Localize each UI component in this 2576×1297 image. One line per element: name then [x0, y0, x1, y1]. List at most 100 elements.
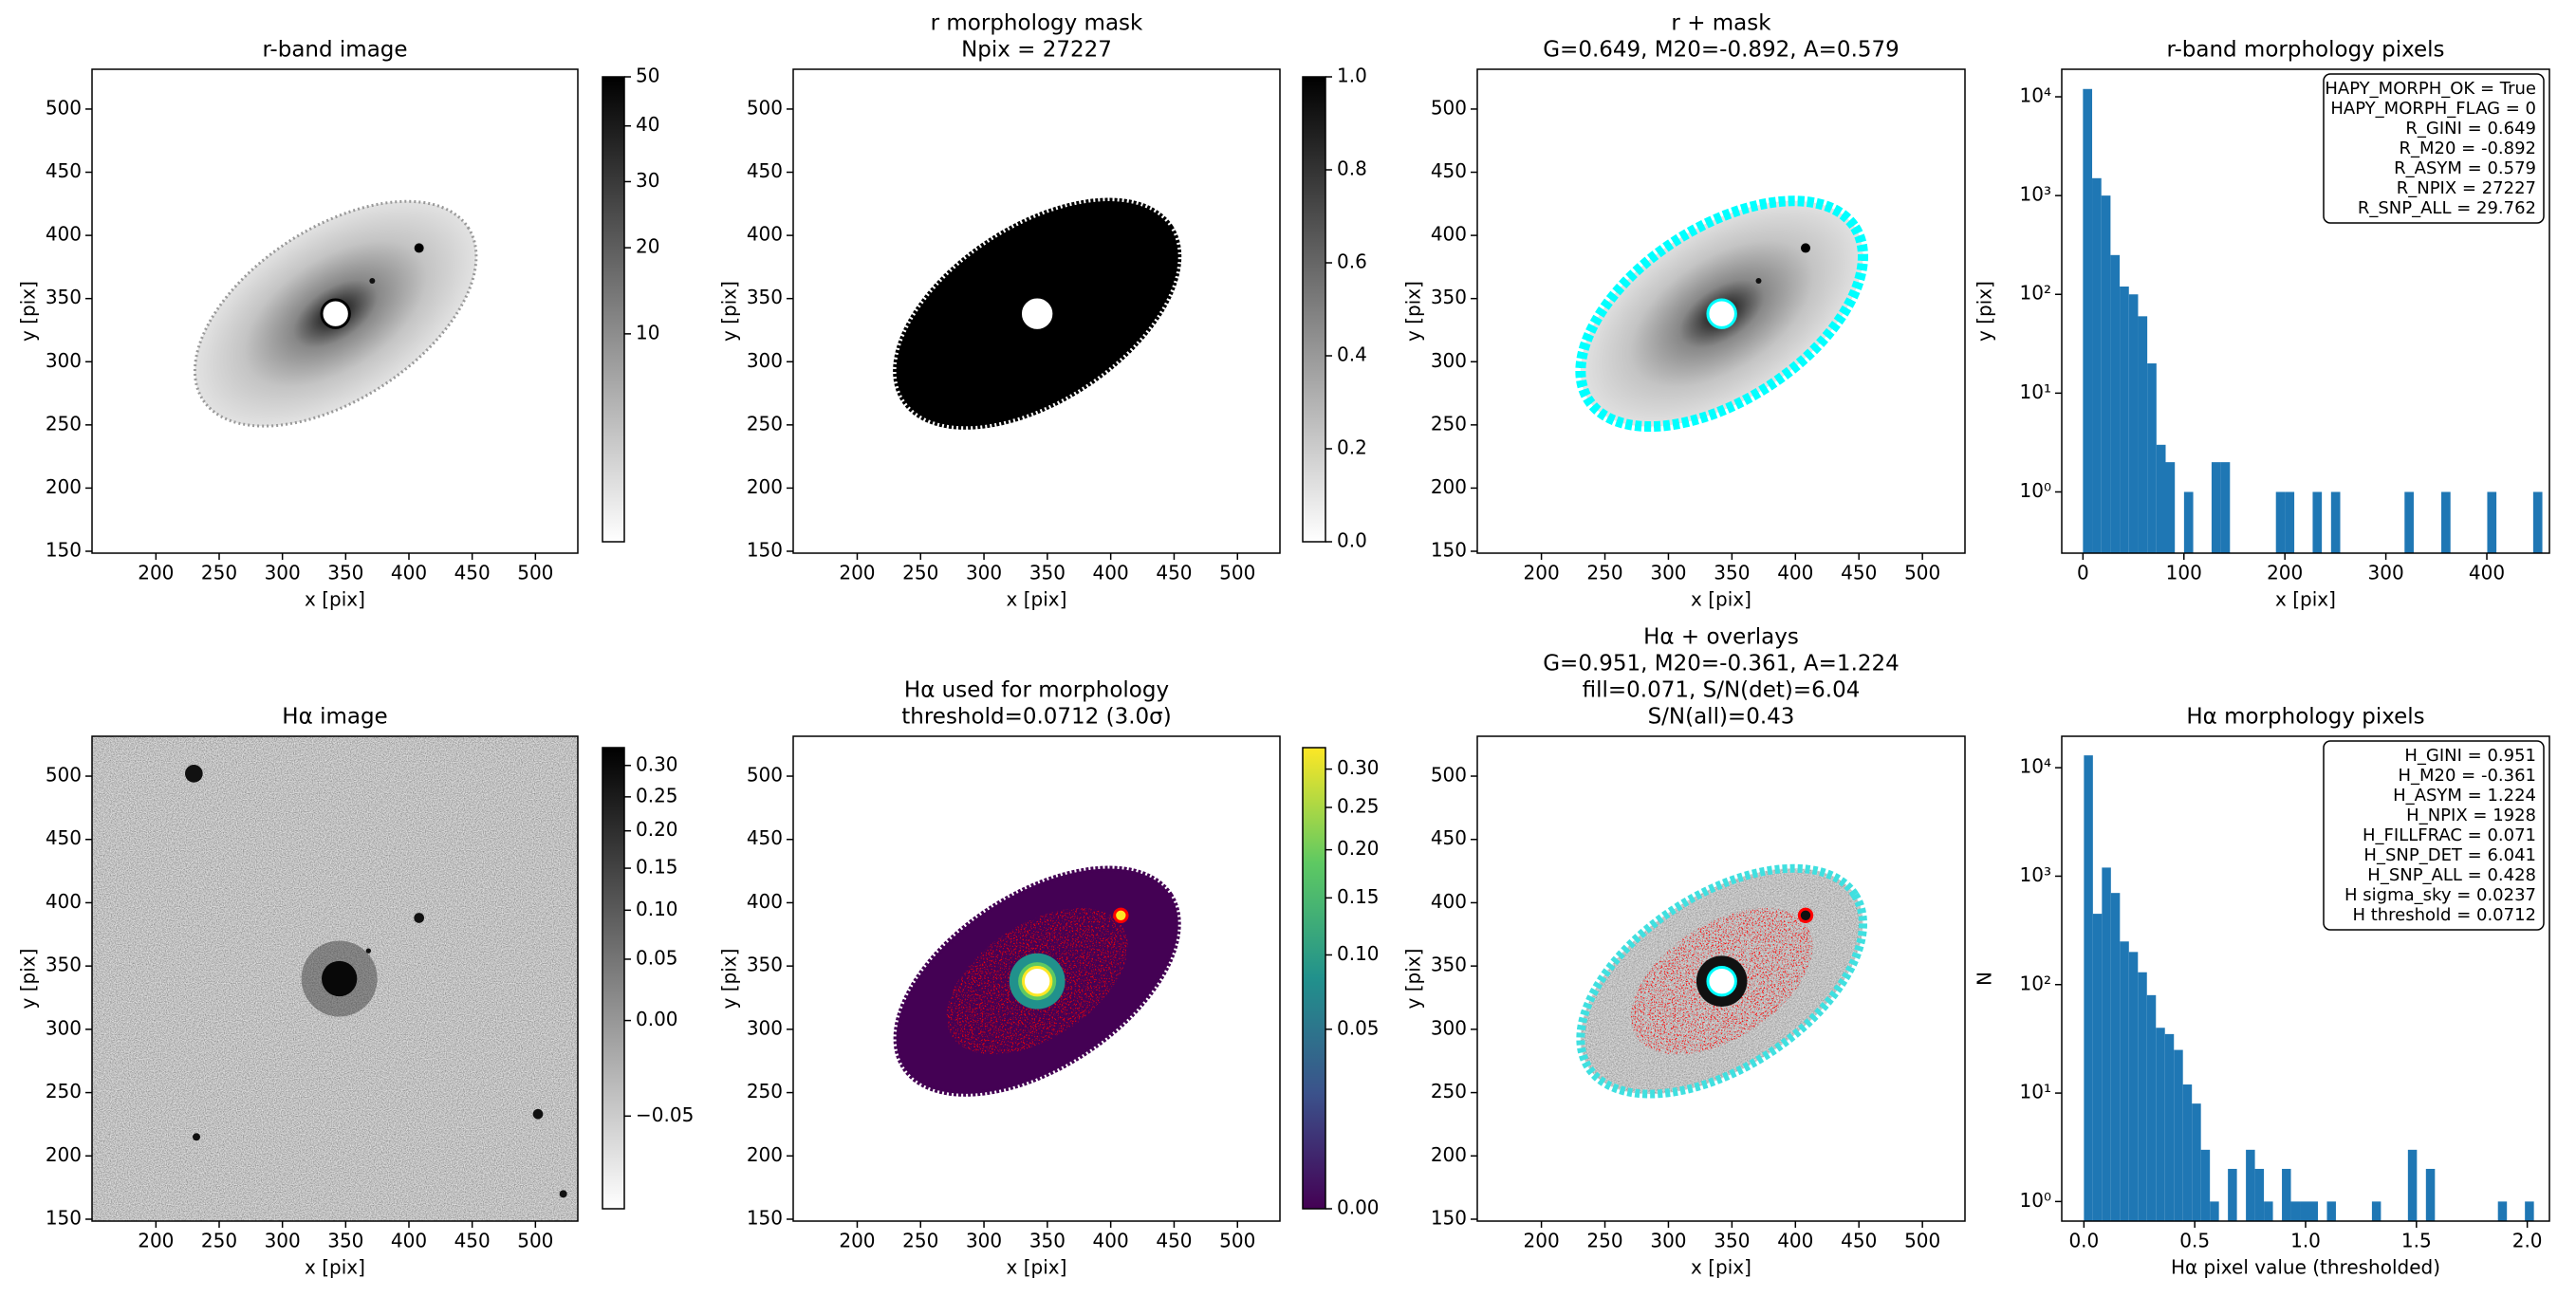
y-tick-label: 450	[46, 159, 82, 182]
y-tick-label: 300	[46, 1016, 82, 1039]
y-tick-label: 200	[747, 1143, 783, 1166]
x-tick-label: 1.5	[2401, 1230, 2432, 1252]
x-tick-label: 400	[1093, 562, 1129, 584]
panel-title: r-band morphology pixels	[2166, 38, 2444, 63]
hist-bar	[2156, 444, 2166, 553]
x-tick-label: 200	[2267, 562, 2303, 584]
x-tick-label: 300	[265, 562, 301, 584]
x-tick-label: 350	[1714, 1230, 1750, 1252]
hist-bar	[2246, 1149, 2255, 1221]
y-axis-label: y [pix]	[1974, 281, 1996, 342]
star	[1801, 243, 1811, 253]
star	[532, 1108, 544, 1120]
star	[365, 948, 372, 954]
annotation-line: H_SNP_DET = 6.041	[2363, 845, 2536, 865]
x-tick-label: 200	[839, 562, 875, 584]
y-tick-label: 150	[1431, 1206, 1467, 1229]
colorbar-tick-label: 0.15	[636, 856, 678, 879]
y-tick-label: 400	[747, 223, 783, 246]
masked-core	[1706, 965, 1737, 997]
x-tick-label: 300	[1650, 1230, 1686, 1252]
x-tick-label: 450	[1156, 1230, 1192, 1252]
y-axis-label: y [pix]	[17, 281, 40, 342]
colorbar-tick-label: −0.05	[636, 1103, 694, 1126]
hist-bar	[2254, 1168, 2265, 1221]
hist-bar	[2120, 287, 2129, 553]
hist-bar	[2101, 195, 2111, 553]
y-tick-label: 10⁰	[2020, 479, 2051, 502]
x-tick-label: 350	[1029, 562, 1066, 584]
hist-bar	[2312, 491, 2323, 553]
hist-bar	[2084, 755, 2093, 1221]
panel-title: r + mask	[1671, 11, 1771, 36]
hist-bar	[2282, 1168, 2291, 1221]
x-axis-label: x [pix]	[1691, 588, 1751, 611]
colorbar-tick-label: 0.00	[636, 1008, 678, 1030]
y-axis-label: N	[1974, 972, 1996, 986]
x-tick-label: 200	[138, 562, 174, 584]
y-tick-label: 400	[46, 890, 82, 913]
axes-frame	[1476, 735, 1966, 1222]
y-tick-label: 250	[46, 1080, 82, 1102]
hist-bar	[2200, 1149, 2211, 1221]
y-tick-label: 450	[1431, 826, 1467, 849]
plot-area	[2083, 88, 2543, 553]
hist-bar	[2290, 1201, 2301, 1221]
x-tick-label: 500	[1904, 562, 1940, 584]
hist-bar	[2092, 177, 2102, 553]
y-tick-label: 150	[46, 539, 82, 562]
masked-core	[320, 298, 351, 329]
hist-bar	[2211, 462, 2221, 553]
panel: 0 100 200 300 400 10⁰ 10¹ 10² 10³ 10⁴ x [pix] y [pi…	[1974, 38, 2550, 611]
colorbar-tick-label: 0.20	[1337, 837, 1380, 860]
panel-title: Hα used for morphology	[904, 678, 1169, 703]
annotation-line: R_ASYM = 0.579	[2394, 158, 2536, 178]
annotation-line: R_M20 = -0.892	[2400, 139, 2537, 158]
y-axis-label: y [pix]	[17, 949, 40, 1010]
y-tick-label: 500	[46, 764, 82, 787]
x-tick-label: 250	[201, 1230, 237, 1252]
hist-bar	[2441, 491, 2451, 553]
colorbar-tick-label: 20	[636, 235, 659, 258]
colorbar-tick-label: 0.05	[636, 946, 678, 969]
x-tick-label: 450	[1156, 562, 1192, 584]
hist-bar	[2404, 491, 2414, 553]
y-tick-label: 350	[46, 954, 82, 976]
panel-title: G=0.951, M20=-0.361, A=1.224	[1543, 652, 1900, 676]
y-tick-label: 450	[1431, 159, 1467, 182]
x-tick-label: 250	[1586, 562, 1622, 584]
star	[193, 1133, 200, 1141]
hist-bar	[2138, 972, 2147, 1221]
x-tick-label: 500	[517, 1230, 553, 1252]
y-tick-label: 300	[747, 349, 783, 372]
x-tick-label: 100	[2166, 562, 2202, 584]
plot-area	[92, 736, 578, 1221]
hist-bar	[2183, 491, 2194, 553]
hist-bar	[2525, 1201, 2534, 1221]
annotation-line: H_FILLFRAC = 0.071	[2363, 825, 2536, 845]
star	[559, 1190, 567, 1198]
x-tick-label: 250	[1586, 1230, 1622, 1252]
y-tick-label: 350	[46, 286, 82, 308]
y-tick-label: 500	[747, 764, 783, 787]
x-tick-label: 400	[2469, 562, 2505, 584]
panel-title: Hα image	[282, 705, 387, 730]
hist-bar	[2192, 1103, 2201, 1221]
annotation-line: H_ASYM = 1.224	[2393, 786, 2536, 806]
hist-bar	[2371, 1201, 2381, 1221]
star	[1755, 278, 1762, 285]
axes-frame	[2061, 68, 2550, 554]
y-tick-label: 10⁰	[2020, 1189, 2051, 1212]
x-tick-label: 450	[454, 1230, 491, 1252]
hist-bar	[2174, 1049, 2183, 1221]
hist-bar	[2487, 491, 2497, 553]
annotation-line: H_GINI = 0.951	[2404, 746, 2536, 766]
y-tick-label: 350	[747, 286, 783, 308]
hist-bar	[2308, 1201, 2318, 1221]
y-tick-label: 10²	[2020, 282, 2051, 305]
x-tick-label: 2.0	[2512, 1230, 2543, 1252]
y-tick-label: 200	[1431, 1143, 1467, 1166]
y-tick-label: 10¹	[2020, 1081, 2051, 1103]
axes-frame	[792, 68, 1281, 554]
